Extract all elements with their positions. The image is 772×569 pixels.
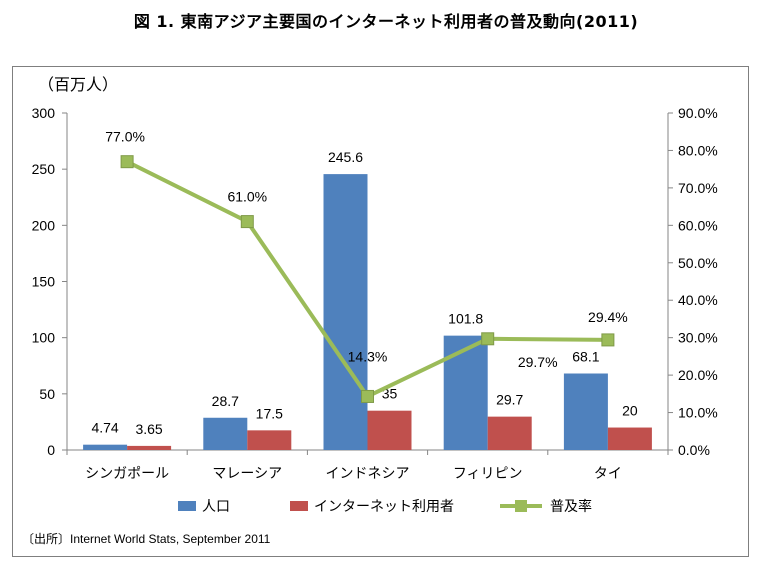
bar-internet-users <box>367 410 412 450</box>
penetration-marker <box>481 332 495 346</box>
source-note: 〔出所〕Internet World Stats, September 2011 <box>22 532 271 546</box>
chart-title: 図 1. 東南アジア主要国のインターネット利用者の普及動向(2011) <box>133 12 639 31</box>
left-tick-label: 50 <box>39 386 55 402</box>
penetration-label: 61.0% <box>227 189 267 205</box>
bar-population-label: 4.74 <box>91 420 118 436</box>
penetration-marker <box>240 215 254 229</box>
penetration-marker <box>120 155 134 169</box>
chart-frame <box>12 66 749 557</box>
bar-internet-users <box>127 445 172 450</box>
legend-label: 人口 <box>202 499 230 515</box>
right-tick-label: 50.0% <box>678 255 718 271</box>
bar-internet-users-label: 29.7 <box>496 392 523 408</box>
bar-population-label: 245.6 <box>328 149 363 165</box>
right-tick-label: 10.0% <box>678 405 718 421</box>
bar-population <box>323 174 368 451</box>
right-tick-label: 80.0% <box>678 142 718 158</box>
penetration-marker <box>601 333 615 347</box>
left-tick-label: 200 <box>32 217 56 233</box>
bar-population-label: 68.1 <box>572 349 599 365</box>
bar-population <box>203 417 248 450</box>
y-axis-title: （百万人） <box>38 75 118 94</box>
bar-population <box>563 373 608 450</box>
right-tick-label: 60.0% <box>678 217 718 233</box>
bar-population <box>443 335 488 450</box>
right-tick-label: 40.0% <box>678 292 718 308</box>
bar-internet-users-label: 20 <box>622 403 638 419</box>
legend-label: インターネット利用者 <box>314 499 454 515</box>
penetration-label: 29.4% <box>588 309 628 325</box>
penetration-marker <box>361 389 374 403</box>
right-tick-label: 0.0% <box>678 442 710 458</box>
x-category-label: シンガポール <box>85 466 169 482</box>
bar-internet-users <box>607 427 652 450</box>
bar-internet-users <box>247 430 292 450</box>
bar-population <box>83 444 128 450</box>
legend-swatch-population <box>178 501 196 511</box>
bar-internet-users <box>487 416 532 450</box>
penetration-label: 14.3% <box>348 348 388 364</box>
penetration-label: 29.7% <box>518 354 558 370</box>
right-tick-label: 20.0% <box>678 367 718 383</box>
bar-internet-users-label: 3.65 <box>135 421 162 437</box>
right-tick-label: 70.0% <box>678 180 718 196</box>
bar-internet-users-label: 17.5 <box>256 405 283 421</box>
left-tick-label: 150 <box>32 274 56 290</box>
x-category-label: フィリピン <box>453 466 523 482</box>
x-category-label: マレーシア <box>212 466 282 482</box>
left-tick-label: 250 <box>32 161 56 177</box>
x-category-label: インドネシア <box>326 466 410 482</box>
left-tick-label: 100 <box>32 330 56 346</box>
bar-population-label: 101.8 <box>448 311 483 327</box>
x-category-label: タイ <box>594 466 622 482</box>
right-tick-label: 30.0% <box>678 330 718 346</box>
left-tick-label: 0 <box>47 442 55 458</box>
right-tick-label: 90.0% <box>678 105 718 121</box>
bar-population-label: 28.7 <box>212 393 239 409</box>
left-tick-label: 300 <box>32 105 56 121</box>
penetration-label: 77.0% <box>105 129 145 145</box>
legend-label: 普及率 <box>550 498 592 515</box>
legend-marker-penetration <box>515 500 527 512</box>
legend-swatch-internet-users <box>290 501 308 511</box>
